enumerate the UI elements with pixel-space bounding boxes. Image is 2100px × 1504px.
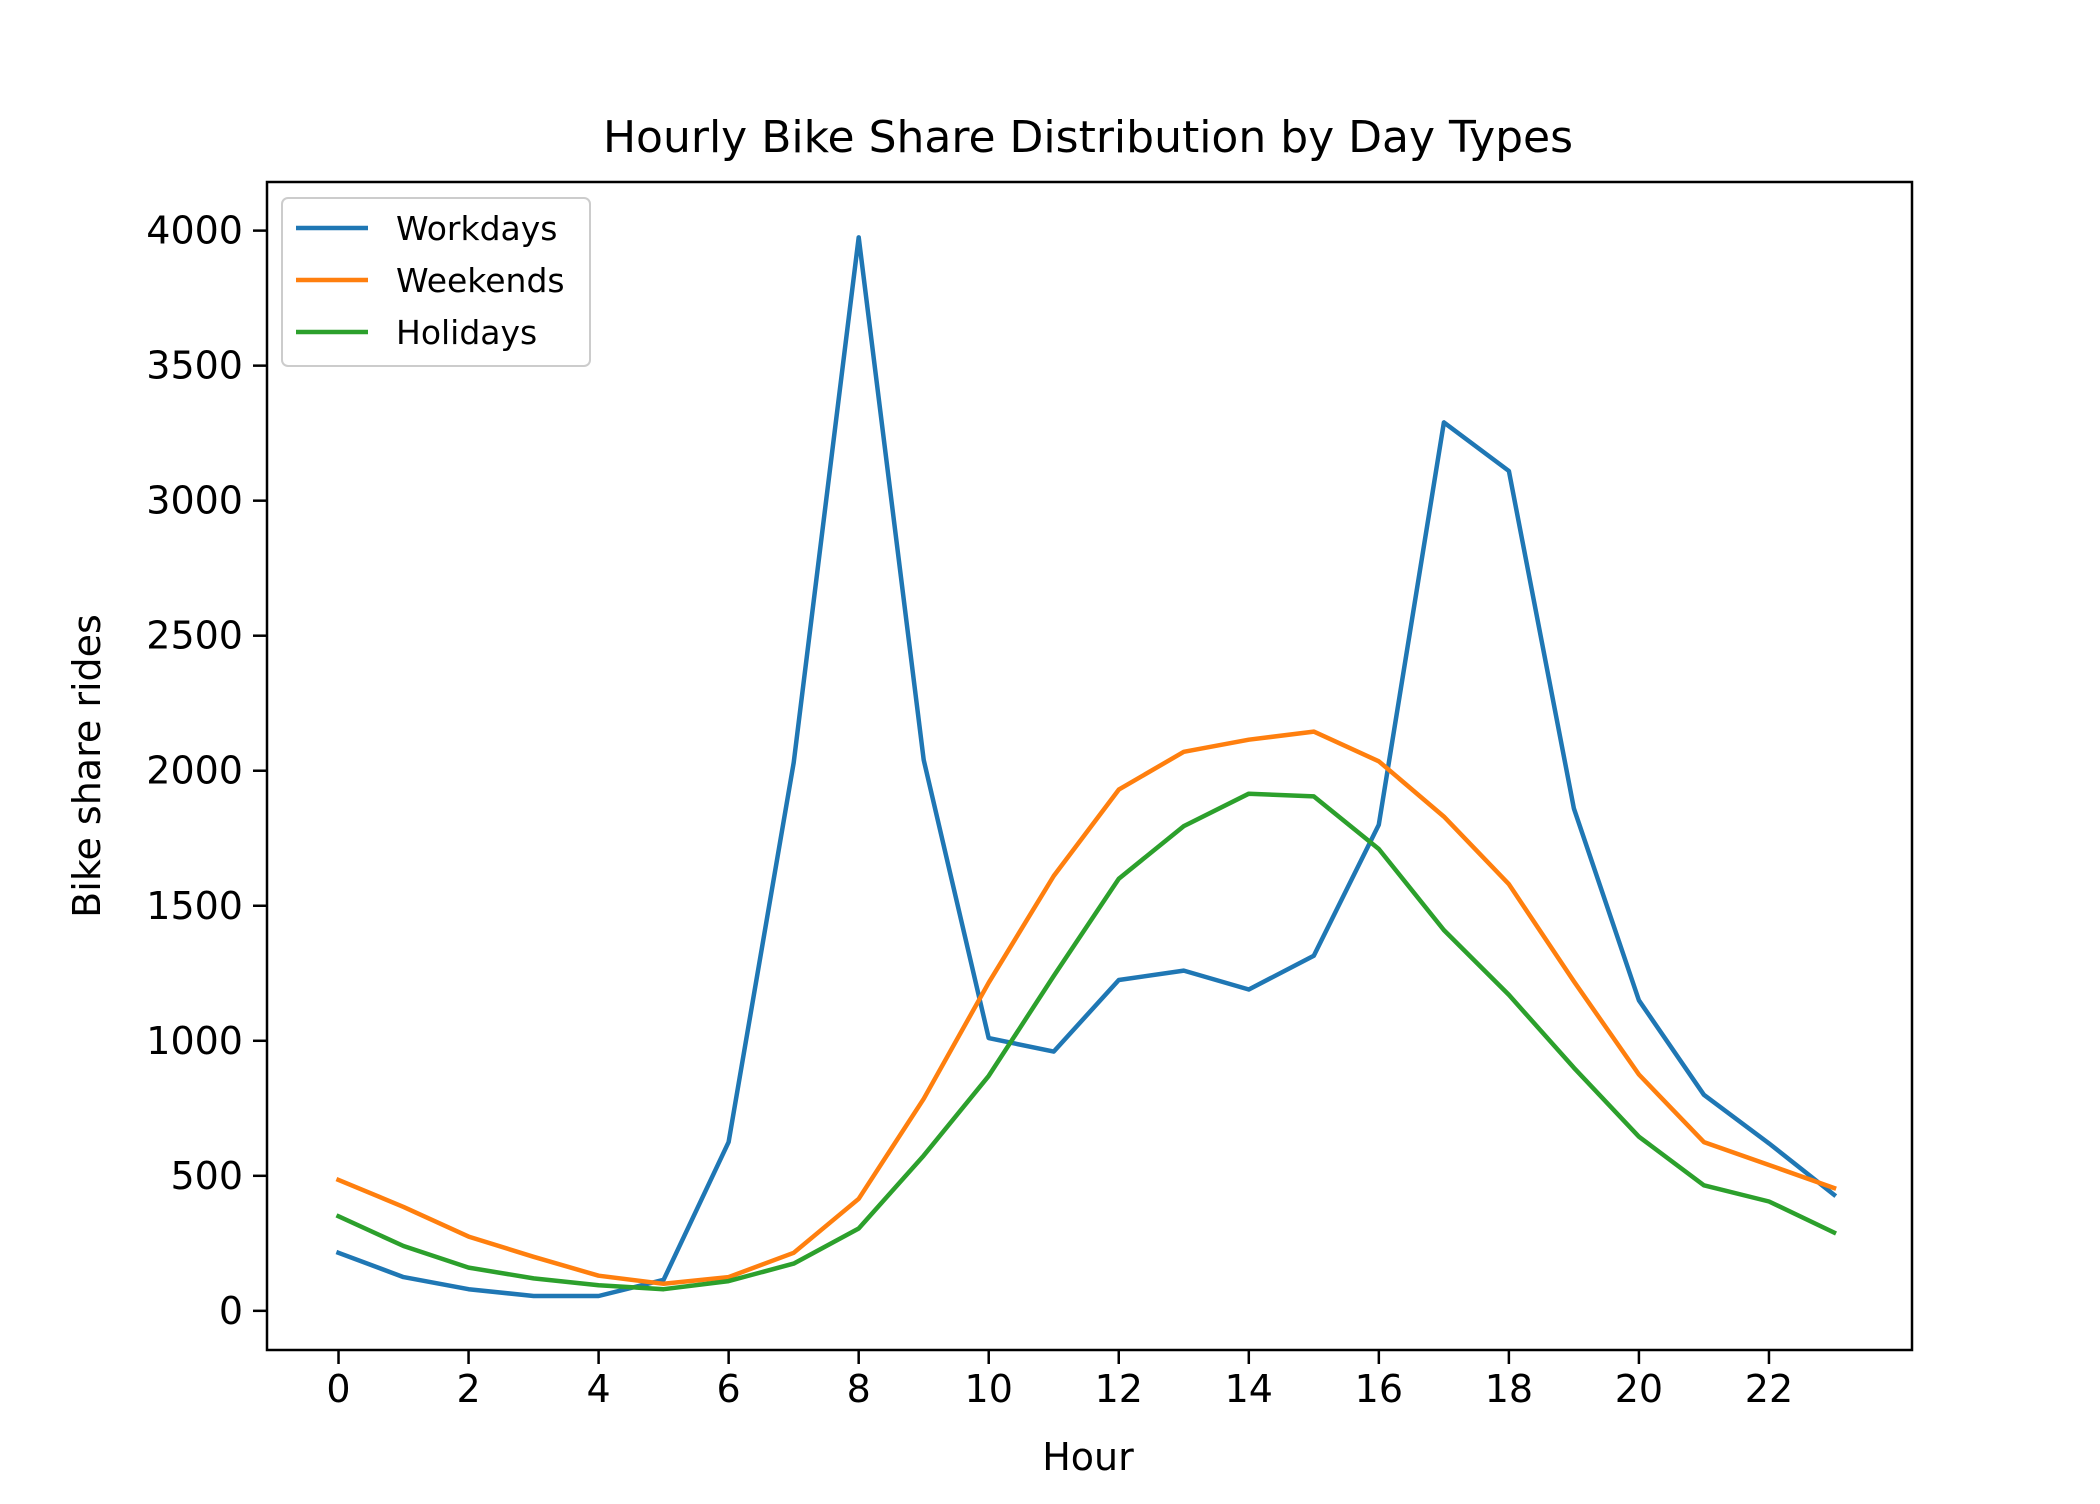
y-tick-label: 3500: [146, 344, 243, 388]
x-tick-label: 6: [717, 1367, 741, 1411]
y-tick-label: 1000: [146, 1019, 243, 1063]
x-tick-label: 16: [1355, 1367, 1403, 1411]
x-axis-label: Hour: [1042, 1435, 1134, 1479]
x-tick-label: 20: [1615, 1367, 1663, 1411]
x-tick-label: 2: [456, 1367, 480, 1411]
y-tick-label: 1500: [146, 884, 243, 928]
chart-title: Hourly Bike Share Distribution by Day Ty…: [603, 112, 1573, 163]
plot-frame: [265, 180, 1914, 1352]
x-tick-label: 10: [965, 1367, 1013, 1411]
y-tick-label: 0: [219, 1289, 243, 1333]
series-line-weekends: [335, 729, 1837, 1287]
x-tick-label: 0: [326, 1367, 350, 1411]
x-axis: 0 2 4 6 8 10 12 14 16 18 20 22: [326, 1350, 1793, 1411]
legend-label-workdays: Workdays: [396, 209, 557, 248]
legend-label-weekends: Weekends: [396, 261, 565, 300]
x-tick-label: 22: [1745, 1367, 1793, 1411]
y-tick-label: 3000: [146, 479, 243, 523]
x-tick-label: 4: [587, 1367, 611, 1411]
legend-label-holidays: Holidays: [396, 313, 537, 352]
legend: Workdays Weekends Holidays: [281, 197, 591, 367]
series-line-workdays: [335, 235, 1838, 1299]
y-axis-label: Bike share rides: [65, 614, 109, 918]
x-tick-label: 18: [1485, 1367, 1533, 1411]
y-axis: 0 500 1000 1500 2000 2500 3000 3500 4000: [146, 209, 267, 1333]
y-tick-label: 2000: [146, 749, 243, 793]
y-tick-label: 500: [170, 1154, 243, 1198]
x-tick-label: 12: [1095, 1367, 1143, 1411]
y-tick-label: 2500: [146, 614, 243, 658]
plot-area: [335, 235, 1838, 1299]
series-line-holidays: [335, 791, 1837, 1292]
x-tick-label: 14: [1225, 1367, 1273, 1411]
legend-box: [281, 197, 591, 367]
x-tick-label: 8: [847, 1367, 871, 1411]
y-tick-label: 4000: [146, 209, 243, 253]
